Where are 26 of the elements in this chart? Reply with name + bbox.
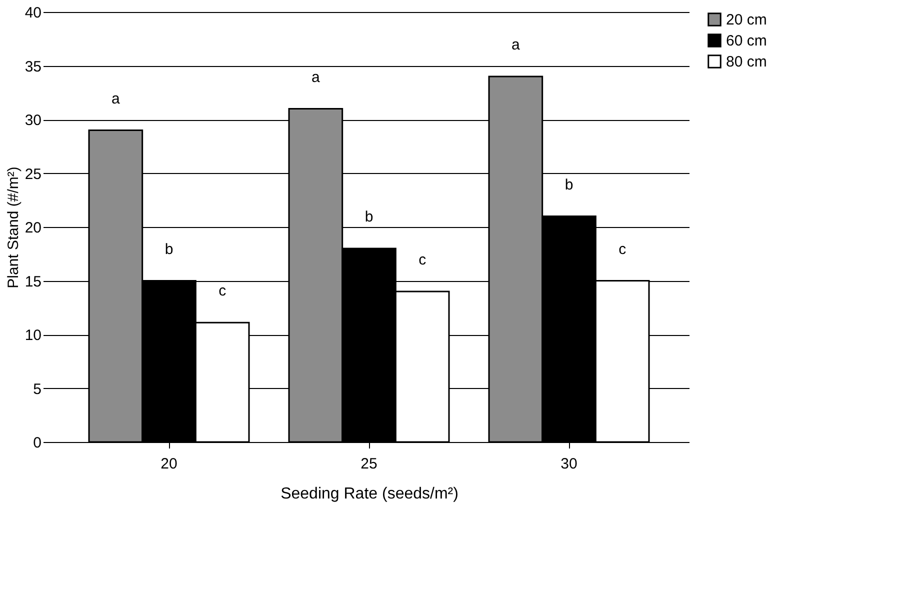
data-label: a xyxy=(111,90,120,108)
y-tick-label: 15 xyxy=(24,273,42,290)
data-label: c xyxy=(618,240,627,258)
x-tick-label: 20 xyxy=(160,456,178,472)
legend-label: 60 cm xyxy=(726,32,767,50)
x-axis-title: Seeding Rate (seeds/m²) xyxy=(280,486,458,502)
legend-label: 20 cm xyxy=(726,12,767,28)
y-tick-label: 0 xyxy=(33,434,42,452)
y-tick-label: 40 xyxy=(24,4,42,22)
data-label: b xyxy=(564,176,574,194)
data-label: c xyxy=(218,282,227,300)
y-tick-label: 35 xyxy=(24,58,42,76)
data-label: b xyxy=(164,240,174,258)
y-tick-label: 30 xyxy=(24,112,42,129)
y-tick-label: 10 xyxy=(24,327,42,344)
y-tick-label: 25 xyxy=(24,166,42,183)
data-label: a xyxy=(311,68,320,86)
data-label: a xyxy=(511,36,520,54)
x-tick-label: 30 xyxy=(560,456,578,472)
legend-label: 80 cm xyxy=(726,54,767,70)
data-label: c xyxy=(418,252,427,268)
x-tick-label: 25 xyxy=(360,456,378,472)
y-tick-label: 20 xyxy=(24,220,42,236)
y-axis-title: Plant Stand (#/m²) xyxy=(4,166,22,288)
data-label: b xyxy=(364,208,374,226)
y-tick-label: 5 xyxy=(33,380,42,398)
